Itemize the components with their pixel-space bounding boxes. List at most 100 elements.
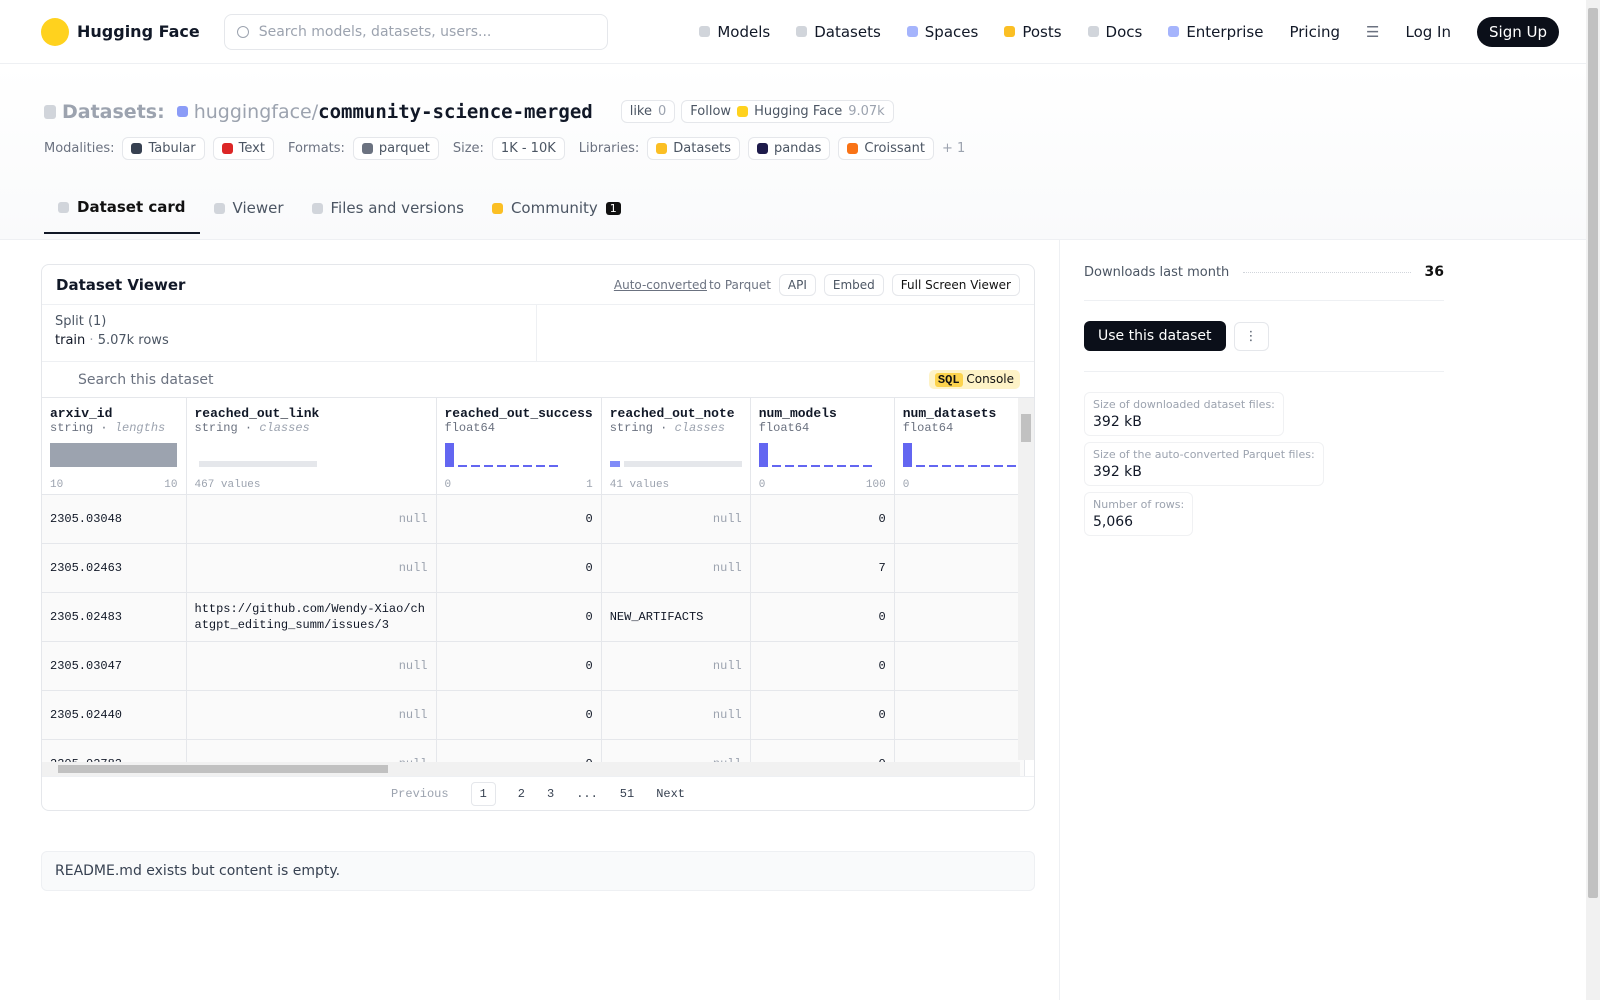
more-button[interactable]: ⋮ xyxy=(1233,321,1269,351)
tag[interactable]: Datasets xyxy=(647,137,740,160)
tag[interactable]: parquet xyxy=(352,137,439,160)
column-dtype: string xyxy=(194,421,238,435)
page-number[interactable]: 3 xyxy=(546,786,555,801)
column-min: 0 xyxy=(758,478,766,491)
column-histogram xyxy=(50,441,178,467)
page-number[interactable]: 1 xyxy=(470,781,496,806)
split-rows: 5.07k rows xyxy=(97,333,169,348)
hist-bar xyxy=(50,443,177,467)
table-cell-empty xyxy=(894,592,1025,642)
dataset-viewer: Dataset Viewer Auto-converted to Parquet… xyxy=(41,264,1035,811)
tag[interactable]: 1K - 10K xyxy=(491,137,565,160)
tag-icon xyxy=(221,143,233,154)
tab[interactable]: Community 1 xyxy=(478,187,635,233)
tag-text: Text xyxy=(238,141,265,156)
hist-bar xyxy=(483,465,493,467)
dataset-name[interactable]: community-science-merged xyxy=(318,100,593,123)
column-histogram xyxy=(444,441,593,467)
logo[interactable] xyxy=(41,17,69,46)
section[interactable]: Datasets: xyxy=(62,100,165,123)
column-min: 0 xyxy=(902,478,910,491)
page-number[interactable]: 51 xyxy=(619,786,635,801)
table-row[interactable]: 2305.02463 null 0 null 7 xyxy=(42,543,1025,593)
nav-icon xyxy=(1168,26,1180,37)
hist-bar xyxy=(928,465,938,467)
api-button[interactable]: API xyxy=(778,273,816,296)
table-cell: 0 xyxy=(750,641,895,691)
column-min: 10 xyxy=(50,478,64,491)
tag[interactable]: Tabular xyxy=(122,137,205,160)
table-row[interactable]: 2305.02440 null 0 null 0 xyxy=(42,690,1025,740)
next-page[interactable]: Next xyxy=(656,786,686,801)
tag[interactable]: Croissant xyxy=(838,137,934,160)
nav-link[interactable]: Models xyxy=(699,23,770,41)
sql-console-button[interactable]: SQL Console xyxy=(928,370,1020,389)
column-header[interactable]: reached_out_note string · classes 41 value… xyxy=(601,398,751,495)
hist-bar xyxy=(758,443,768,467)
hist-bar xyxy=(941,465,951,467)
table-cell: null xyxy=(186,543,437,593)
downloads-label: Downloads last month xyxy=(1084,264,1230,280)
login[interactable]: Log In xyxy=(1405,22,1452,41)
nav-link[interactable]: Pricing xyxy=(1289,23,1340,41)
search-box[interactable]: Search models, datasets, users... xyxy=(223,13,608,50)
tag[interactable]: Text xyxy=(212,137,274,160)
menu-icon[interactable]: ☰ xyxy=(1366,22,1380,41)
hist-bar xyxy=(915,465,925,467)
table-cell: null xyxy=(601,690,751,740)
embed-button[interactable]: Embed xyxy=(823,273,884,296)
tab[interactable]: Files and versions xyxy=(298,187,478,233)
nav-link[interactable]: Docs xyxy=(1087,23,1142,41)
tab[interactable]: Dataset card xyxy=(44,186,200,234)
stat-label: Number of rows: xyxy=(1093,498,1185,511)
auto-converted[interactable]: Auto-converted xyxy=(613,277,707,292)
column-name: reached_out_note xyxy=(609,406,735,421)
hist-bar xyxy=(496,465,506,467)
table-row[interactable]: 2305.03047 null 0 null 0 xyxy=(42,641,1025,691)
nav-link[interactable]: Spaces xyxy=(906,23,978,41)
column-histogram xyxy=(902,441,1016,467)
tag-text: Datasets xyxy=(673,141,731,156)
column-histogram xyxy=(758,441,886,467)
column-footer: 41 values xyxy=(610,479,742,491)
column-header[interactable]: reached_out_link string · classes 467 valu… xyxy=(186,398,437,495)
nav-link[interactable]: Datasets xyxy=(796,23,881,41)
page-number[interactable]: 2 xyxy=(517,786,525,801)
tab[interactable]: Viewer xyxy=(200,187,298,233)
use-dataset-button[interactable]: Use this dataset xyxy=(1084,321,1226,351)
hist-bar xyxy=(784,465,794,467)
table-cell: 0 xyxy=(750,592,895,642)
nav-link[interactable]: Posts xyxy=(1004,23,1062,41)
tag-label: Formats: xyxy=(287,141,345,156)
dataset-search[interactable]: Search this dataset SQL Console xyxy=(42,362,1034,398)
table-row[interactable]: 2305.02483 https://github.com/Wendy-Xiao/… xyxy=(42,592,1025,642)
signup[interactable]: Sign Up xyxy=(1477,16,1559,47)
more-tags[interactable]: + 1 xyxy=(941,141,966,156)
nav-link[interactable]: Enterprise xyxy=(1168,23,1263,41)
like-count: 0 xyxy=(658,104,667,119)
search-placeholder: Search models, datasets, users... xyxy=(258,23,492,40)
tab-label: Community xyxy=(510,199,598,217)
table-row[interactable]: 2305.03048 null 0 null 0 xyxy=(42,494,1025,544)
owner[interactable]: huggingface xyxy=(193,100,312,123)
nav-icon xyxy=(1004,26,1016,37)
column-header[interactable]: num_datasets float64 0 xyxy=(894,398,1025,495)
page-number[interactable]: ... xyxy=(576,786,598,801)
column-header[interactable]: num_models float64 0 100 xyxy=(750,398,895,495)
column-header[interactable]: arxiv_id string · lengths 10 10 xyxy=(42,398,187,495)
like-button[interactable]: like 0 xyxy=(620,100,676,123)
hist-bar xyxy=(862,465,872,467)
tag[interactable]: pandas xyxy=(747,137,831,160)
table-cell-empty xyxy=(894,641,1025,691)
full-screen-button[interactable]: Full Screen Viewer xyxy=(891,273,1020,296)
previous-page[interactable]: Previous xyxy=(390,786,449,801)
column-header[interactable]: reached_out_success float64 0 1 xyxy=(436,398,602,495)
hist-bar xyxy=(548,465,558,467)
console: Console xyxy=(966,372,1014,386)
tab-badge: 1 xyxy=(605,201,621,215)
table-cell: 0 xyxy=(436,543,602,593)
follow-button[interactable]: Follow Hugging Face 9.07k xyxy=(681,100,894,123)
split-dropdown[interactable]: Split (1) train · 5.07k rows xyxy=(42,305,537,361)
brand[interactable]: Hugging Face xyxy=(77,22,200,41)
table-cell: null xyxy=(186,641,437,691)
